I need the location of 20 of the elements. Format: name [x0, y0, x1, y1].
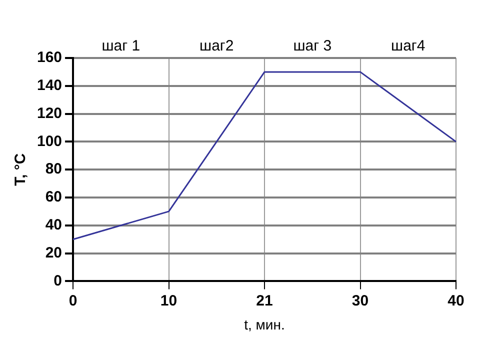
- y-tick-label: 60: [45, 188, 62, 206]
- y-tick-label: 120: [36, 104, 62, 122]
- y-tick-label: 100: [36, 132, 62, 150]
- x-tick-label: 10: [160, 292, 178, 310]
- y-tick-label: 0: [54, 272, 62, 290]
- x-tick-label: 40: [448, 292, 464, 310]
- y-tick-label: 80: [45, 160, 62, 178]
- text: шаг 1: [102, 38, 140, 55]
- text: шаг 3: [293, 38, 332, 55]
- y-tick-label: 20: [45, 244, 62, 262]
- y-axis-title: T, °C: [12, 153, 30, 186]
- text: шаг4: [391, 38, 426, 55]
- x-axis-title: t, мин.: [244, 316, 285, 332]
- x-tick-label: 30: [352, 292, 369, 310]
- x-tick-label: 21: [256, 292, 273, 310]
- y-tick-label: 160: [36, 49, 62, 66]
- text: шаг2: [200, 38, 234, 55]
- x-tick-label: 0: [68, 292, 78, 310]
- y-tick-label: 140: [36, 77, 62, 94]
- y-tick-label: 40: [45, 216, 62, 234]
